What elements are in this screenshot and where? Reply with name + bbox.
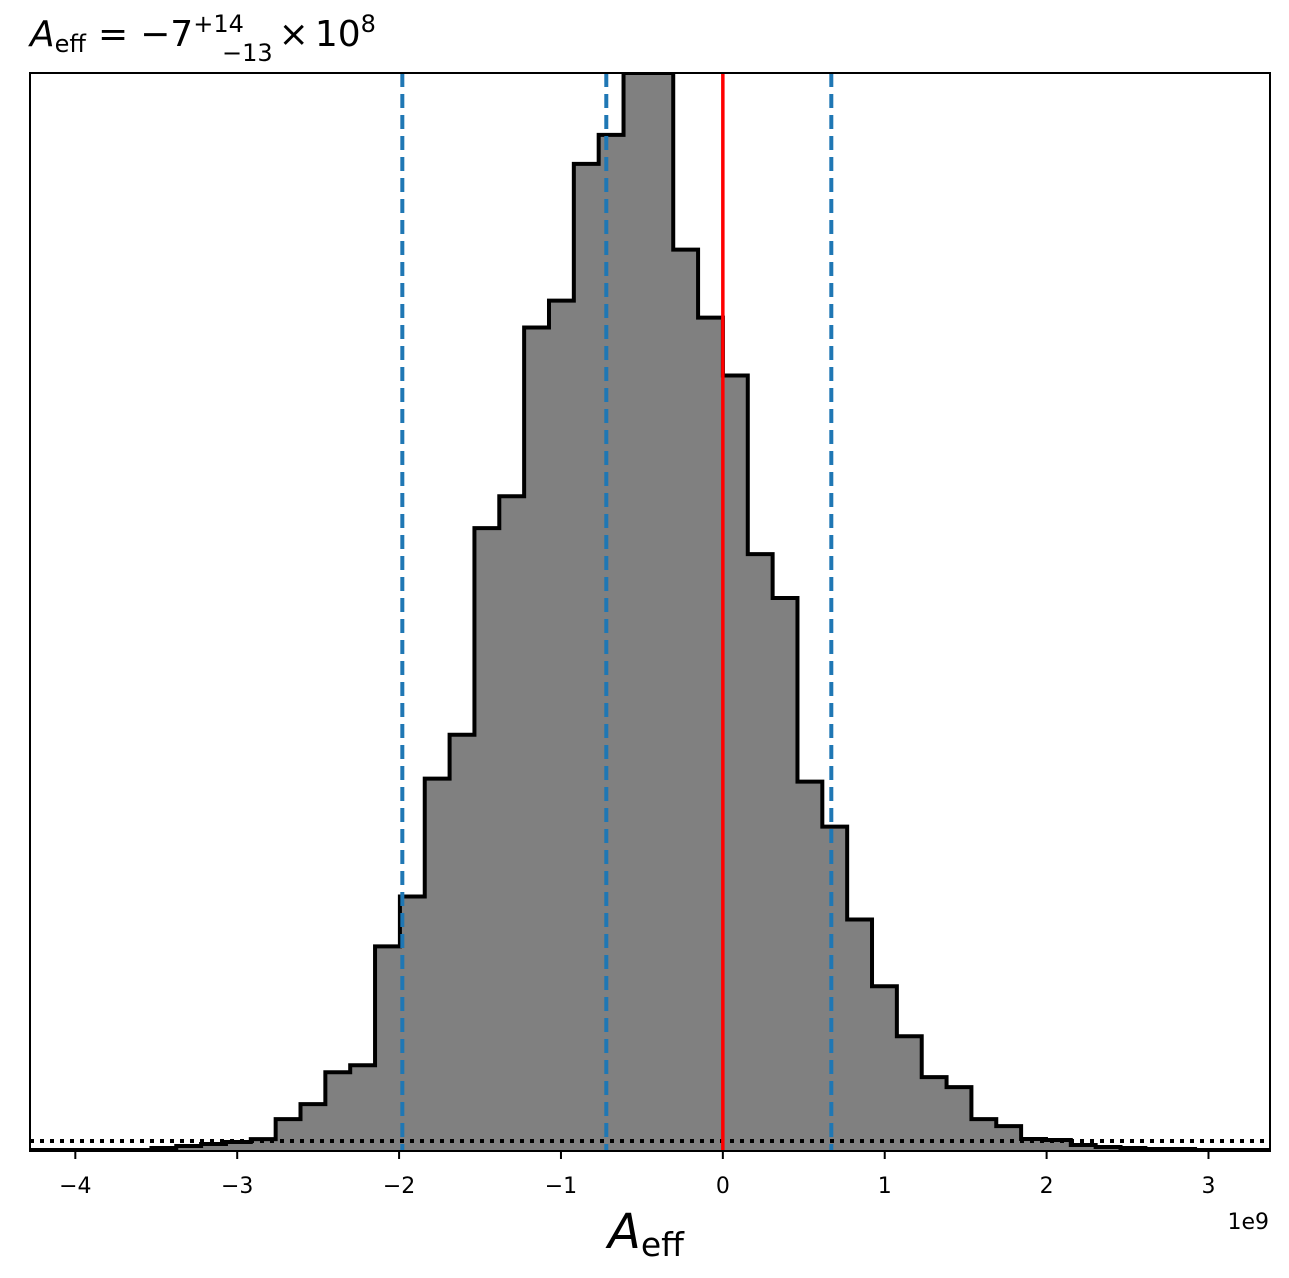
histogram-bar <box>623 73 649 1151</box>
histogram-bar <box>300 1104 326 1151</box>
histogram-bar <box>524 327 550 1151</box>
x-axis-label: Aeff <box>605 1204 685 1264</box>
x-tick-label: −2 <box>383 1174 415 1199</box>
histogram-bar <box>673 249 699 1151</box>
histogram-bar <box>747 554 774 1151</box>
x-axis-label-sub: eff <box>641 1225 685 1264</box>
histogram-bar <box>548 300 575 1151</box>
histogram-bar <box>201 1143 227 1151</box>
histogram-bar <box>1021 1139 1047 1151</box>
histogram-bar <box>722 375 749 1151</box>
title-exponent: 8 <box>361 10 376 38</box>
title-lhs-base: A <box>28 14 55 55</box>
x-tick-label: 0 <box>716 1174 730 1199</box>
histogram-bar <box>375 946 401 1151</box>
histogram-bar <box>350 1065 376 1151</box>
histogram-bars <box>151 73 1270 1151</box>
x-axis-label-base: A <box>605 1204 641 1260</box>
plot-frame <box>29 72 1271 1152</box>
histogram-bar <box>772 597 798 1151</box>
title-base: 10 <box>315 14 361 55</box>
title-times: × <box>279 14 309 55</box>
title-equals: = <box>98 14 128 55</box>
x-tick-label: −1 <box>545 1174 577 1199</box>
histogram-bar <box>822 826 848 1151</box>
x-tick-label: 1 <box>878 1174 892 1199</box>
histogram-bar <box>250 1139 277 1151</box>
histogram-bar <box>449 734 475 1151</box>
histogram-bar <box>275 1119 302 1151</box>
title-value: −7 <box>140 14 193 55</box>
x-tick-label: 2 <box>1040 1174 1054 1199</box>
histogram-bar <box>1045 1140 1072 1151</box>
histogram-bar <box>648 73 674 1151</box>
x-tick-label: 3 <box>1201 1174 1215 1199</box>
histogram-bar <box>424 778 451 1151</box>
histogram-bar <box>996 1126 1022 1151</box>
plot-area <box>30 73 1270 1151</box>
title-lhs-sub: eff <box>55 30 87 58</box>
histogram-bar <box>797 781 823 1151</box>
histogram-bar <box>225 1142 252 1151</box>
x-axis-ticks: −4 −3 −2 −1 0 1 2 3 <box>59 1151 1215 1199</box>
title-sup: +14 <box>193 10 244 38</box>
x-offset-label: 1e9 <box>1227 1210 1269 1235</box>
quantile-lines <box>400 73 834 1151</box>
chart-title: Aeff = −7+14 −13 × 108 <box>28 10 376 67</box>
histogram-bar <box>847 919 873 1151</box>
histogram-bar <box>872 986 898 1151</box>
histogram-bar <box>499 496 525 1151</box>
x-tick-label: −3 <box>221 1174 253 1199</box>
histogram-bar <box>598 134 625 1151</box>
x-tick-label: −4 <box>59 1174 91 1199</box>
histogram-bar <box>1070 1144 1097 1151</box>
histogram-bar <box>971 1119 997 1151</box>
histogram-bar <box>325 1072 351 1151</box>
histogram-bar <box>573 163 600 1151</box>
title-sub: −13 <box>222 39 273 67</box>
histogram-bar <box>698 317 724 1151</box>
histogram-bar <box>921 1077 948 1151</box>
histogram-bar <box>896 1036 923 1151</box>
histogram-bar <box>176 1146 202 1151</box>
histogram-bar <box>474 528 500 1151</box>
